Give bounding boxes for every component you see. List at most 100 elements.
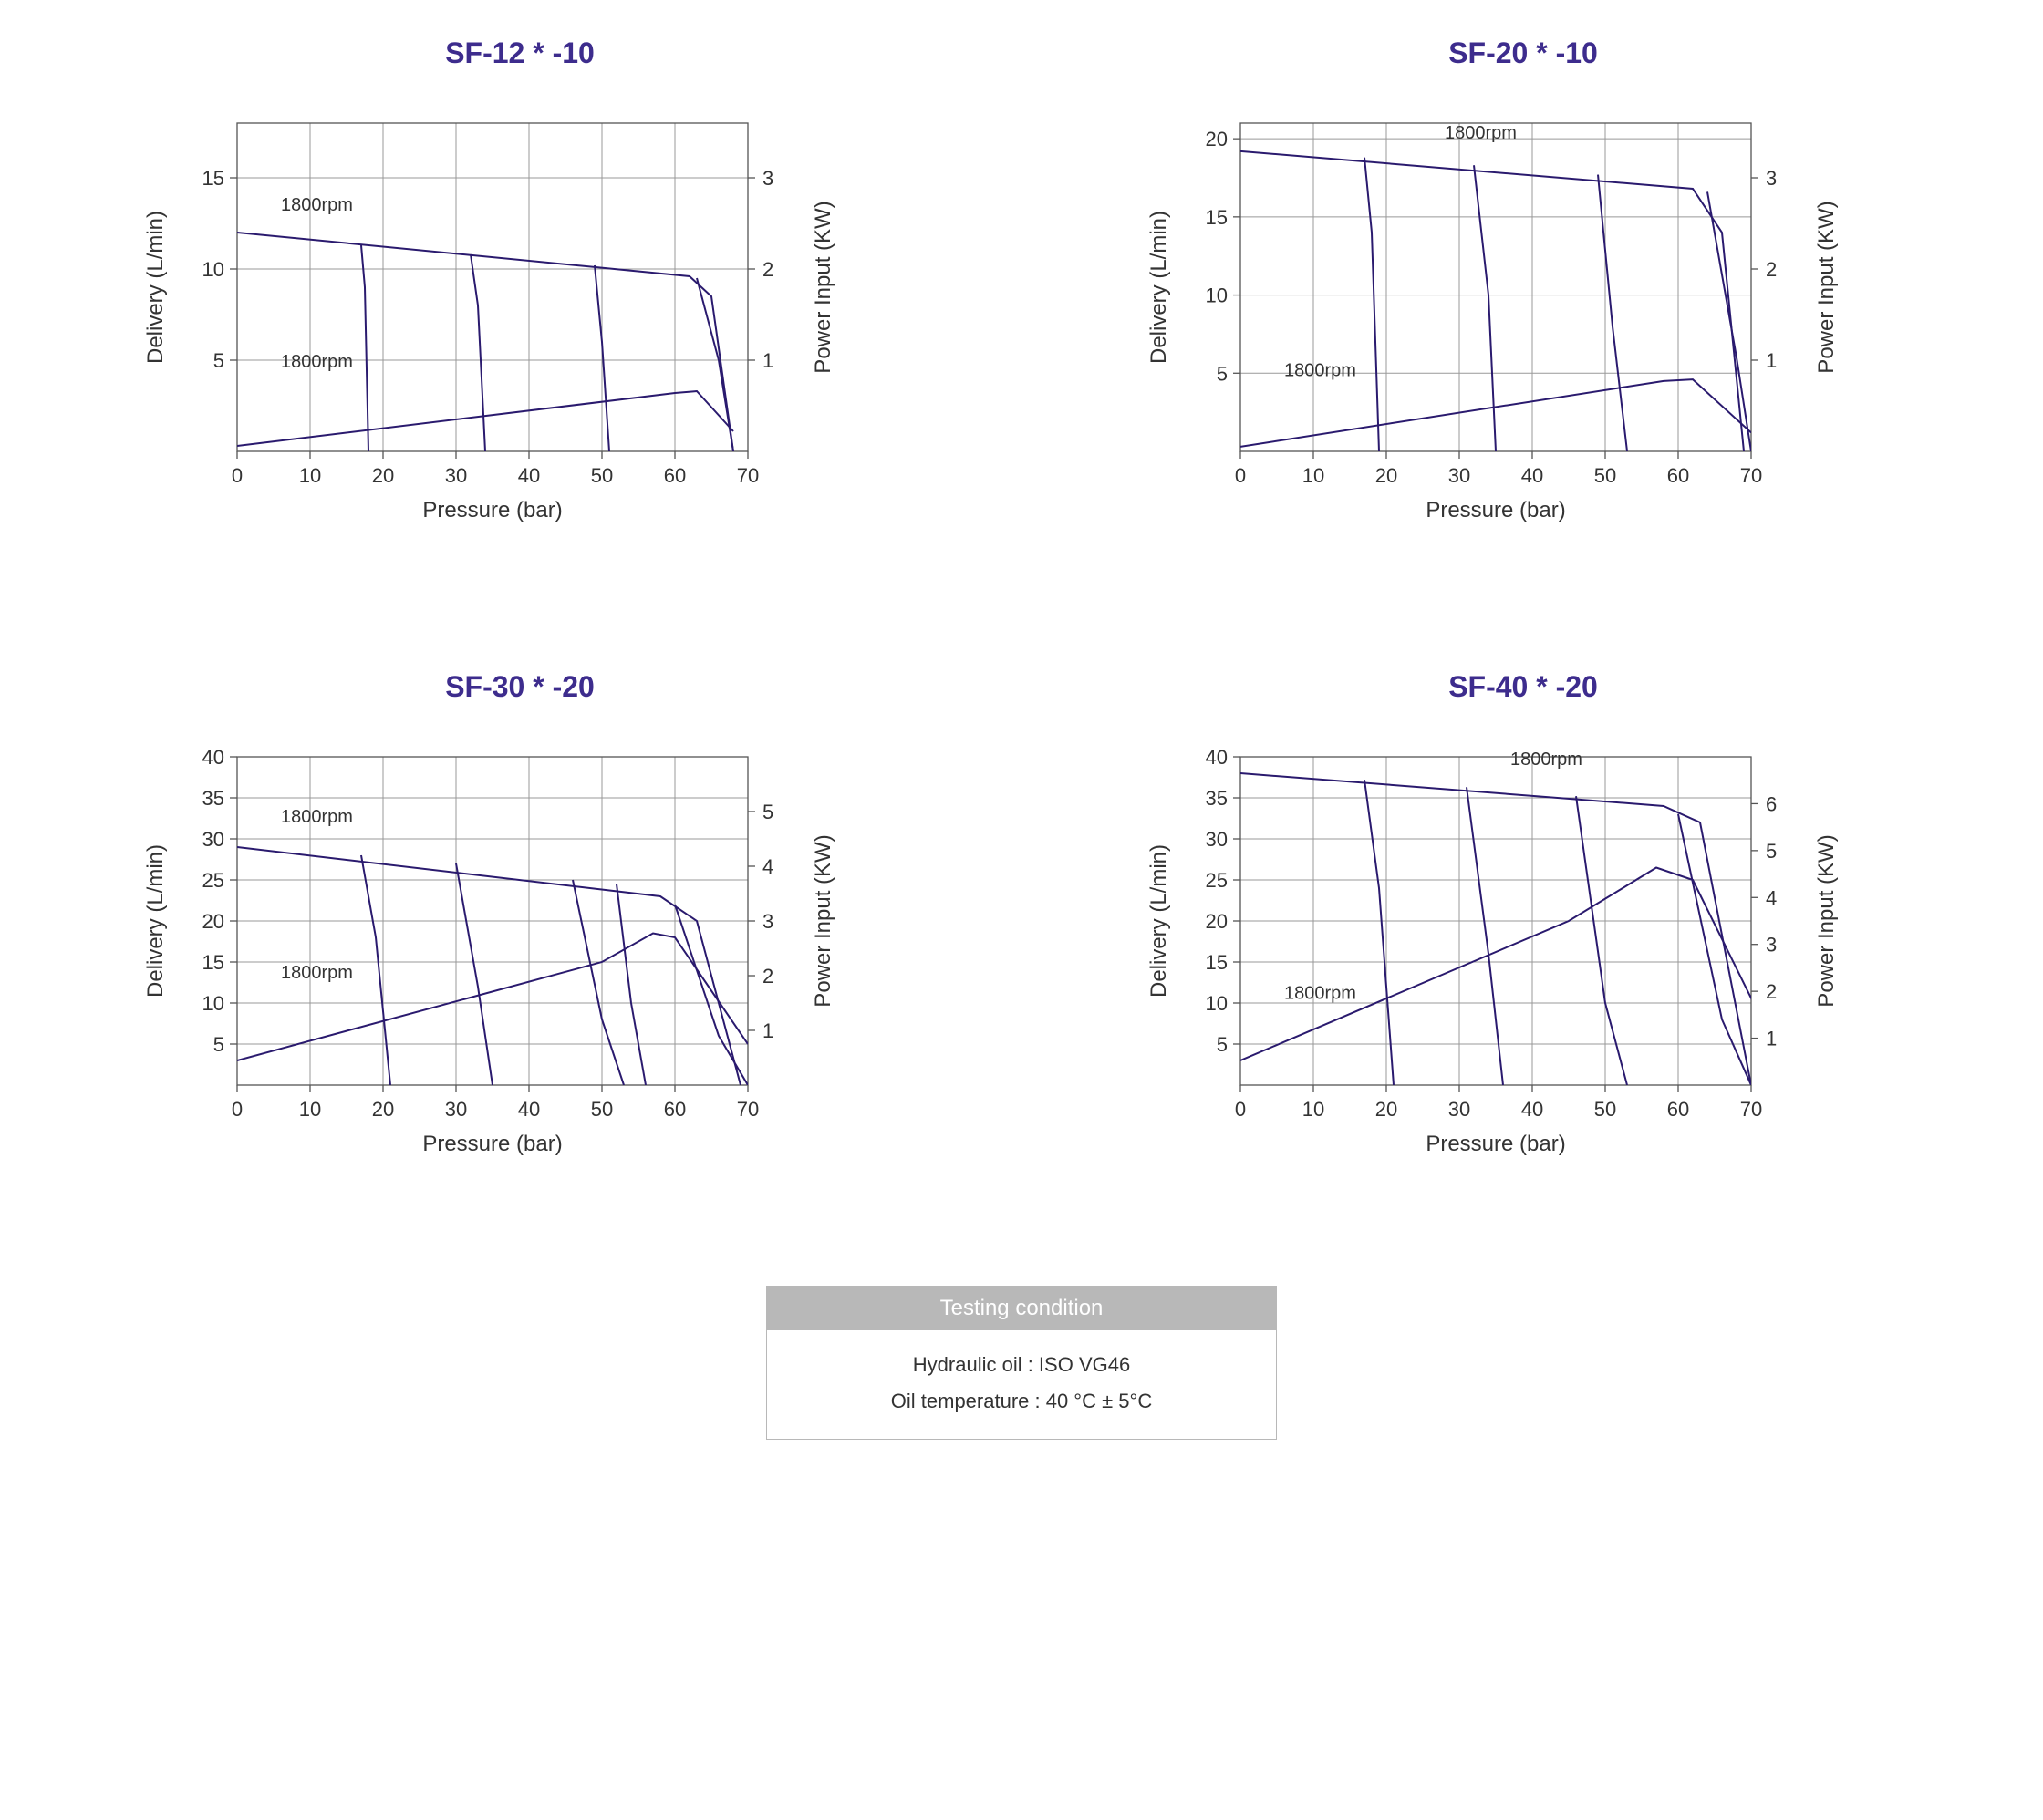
- svg-text:0: 0: [232, 464, 243, 487]
- svg-text:Pressure (bar): Pressure (bar): [422, 498, 562, 522]
- footer-line-1: Hydraulic oil : ISO VG46: [767, 1347, 1276, 1383]
- svg-text:20: 20: [1206, 910, 1228, 933]
- svg-text:Delivery (L/min): Delivery (L/min): [1146, 211, 1171, 364]
- svg-text:10: 10: [1206, 284, 1228, 307]
- svg-text:70: 70: [1740, 1098, 1762, 1121]
- svg-text:5: 5: [213, 1033, 224, 1056]
- svg-text:4: 4: [762, 855, 773, 878]
- svg-text:1800rpm: 1800rpm: [281, 807, 353, 827]
- svg-text:5: 5: [762, 801, 773, 823]
- svg-text:Delivery (L/min): Delivery (L/min): [1146, 844, 1171, 998]
- svg-text:Power Input (KW): Power Input (KW): [1814, 201, 1839, 373]
- svg-text:15: 15: [202, 951, 224, 974]
- chart-svg-sf40: 010203040506070510152025303540123456Pres…: [1122, 720, 1924, 1231]
- svg-text:1: 1: [1766, 1028, 1777, 1050]
- svg-text:Delivery (L/min): Delivery (L/min): [143, 211, 168, 364]
- svg-text:Pressure (bar): Pressure (bar): [1426, 1132, 1565, 1156]
- svg-text:40: 40: [1206, 746, 1228, 769]
- svg-text:1: 1: [1766, 349, 1777, 372]
- chart-svg-sf12: 01020304050607051015123Pressure (bar)Del…: [119, 87, 921, 597]
- chart-sf40: SF-40 * -20 0102030405060705101520253035…: [1067, 670, 1979, 1231]
- svg-text:5: 5: [213, 349, 224, 372]
- svg-text:Power Input (KW): Power Input (KW): [811, 834, 835, 1007]
- svg-text:0: 0: [1235, 1098, 1246, 1121]
- svg-text:10: 10: [202, 992, 224, 1015]
- svg-text:3: 3: [762, 910, 773, 933]
- svg-text:10: 10: [1302, 464, 1324, 487]
- chart-svg-sf20: 0102030405060705101520123Pressure (bar)D…: [1122, 87, 1924, 597]
- svg-text:20: 20: [372, 1098, 394, 1121]
- svg-text:15: 15: [202, 167, 224, 190]
- svg-text:5: 5: [1217, 362, 1228, 385]
- svg-text:20: 20: [202, 910, 224, 933]
- svg-text:40: 40: [1521, 1098, 1543, 1121]
- svg-text:Power Input (KW): Power Input (KW): [1814, 834, 1839, 1007]
- chart-title: SF-20 * -10: [1448, 36, 1598, 70]
- svg-text:25: 25: [202, 869, 224, 892]
- svg-text:1800rpm: 1800rpm: [281, 963, 353, 983]
- svg-text:2: 2: [762, 965, 773, 988]
- svg-text:50: 50: [1594, 1098, 1616, 1121]
- svg-text:35: 35: [1206, 787, 1228, 810]
- svg-text:30: 30: [1448, 1098, 1470, 1121]
- svg-text:30: 30: [445, 1098, 467, 1121]
- svg-text:70: 70: [737, 464, 759, 487]
- svg-text:0: 0: [232, 1098, 243, 1121]
- svg-text:50: 50: [1594, 464, 1616, 487]
- chart-sf20: SF-20 * -10 0102030405060705101520123Pre…: [1067, 36, 1979, 597]
- svg-text:40: 40: [518, 464, 540, 487]
- svg-text:5: 5: [1766, 840, 1777, 863]
- svg-text:Pressure (bar): Pressure (bar): [1426, 498, 1565, 522]
- svg-text:20: 20: [1375, 1098, 1397, 1121]
- chart-sf12: SF-12 * -10 01020304050607051015123Press…: [64, 36, 976, 597]
- chart-title: SF-30 * -20: [445, 670, 595, 704]
- chart-svg-sf30: 01020304050607051015202530354012345Press…: [119, 720, 921, 1231]
- svg-text:15: 15: [1206, 206, 1228, 229]
- svg-text:70: 70: [737, 1098, 759, 1121]
- svg-text:1: 1: [762, 349, 773, 372]
- svg-text:1800rpm: 1800rpm: [1510, 750, 1582, 770]
- svg-text:40: 40: [202, 746, 224, 769]
- chart-title: SF-12 * -10: [445, 36, 595, 70]
- svg-text:30: 30: [1448, 464, 1470, 487]
- svg-text:40: 40: [518, 1098, 540, 1121]
- svg-text:1800rpm: 1800rpm: [1284, 361, 1356, 381]
- testing-condition-box: Testing condition Hydraulic oil : ISO VG…: [766, 1286, 1277, 1440]
- svg-text:4: 4: [1766, 886, 1777, 909]
- svg-text:0: 0: [1235, 464, 1246, 487]
- svg-text:10: 10: [1206, 992, 1228, 1015]
- svg-text:Power Input (KW): Power Input (KW): [811, 201, 835, 373]
- svg-text:10: 10: [299, 1098, 321, 1121]
- svg-text:2: 2: [1766, 258, 1777, 281]
- svg-text:1: 1: [762, 1019, 773, 1042]
- svg-text:70: 70: [1740, 464, 1762, 487]
- svg-text:15: 15: [1206, 951, 1228, 974]
- svg-text:50: 50: [591, 464, 613, 487]
- svg-text:35: 35: [202, 787, 224, 810]
- svg-text:Delivery (L/min): Delivery (L/min): [143, 844, 168, 998]
- svg-text:40: 40: [1521, 464, 1543, 487]
- chart-sf30: SF-30 * -20 0102030405060705101520253035…: [64, 670, 976, 1231]
- svg-text:30: 30: [1206, 828, 1228, 851]
- svg-text:60: 60: [1667, 1098, 1689, 1121]
- svg-text:50: 50: [591, 1098, 613, 1121]
- svg-text:3: 3: [1766, 167, 1777, 190]
- svg-text:3: 3: [1766, 934, 1777, 957]
- testing-condition-body: Hydraulic oil : ISO VG46 Oil temperature…: [767, 1330, 1276, 1439]
- svg-text:60: 60: [664, 464, 686, 487]
- svg-text:30: 30: [202, 828, 224, 851]
- svg-text:30: 30: [445, 464, 467, 487]
- testing-condition-heading: Testing condition: [767, 1287, 1276, 1330]
- svg-text:1800rpm: 1800rpm: [281, 195, 353, 215]
- svg-text:25: 25: [1206, 869, 1228, 892]
- svg-text:60: 60: [1667, 464, 1689, 487]
- svg-text:Pressure (bar): Pressure (bar): [422, 1132, 562, 1156]
- svg-text:5: 5: [1217, 1033, 1228, 1056]
- svg-text:1800rpm: 1800rpm: [281, 352, 353, 372]
- svg-text:2: 2: [762, 258, 773, 281]
- svg-text:10: 10: [299, 464, 321, 487]
- svg-text:10: 10: [202, 258, 224, 281]
- svg-text:20: 20: [372, 464, 394, 487]
- svg-text:1800rpm: 1800rpm: [1284, 984, 1356, 1004]
- svg-text:2: 2: [1766, 980, 1777, 1003]
